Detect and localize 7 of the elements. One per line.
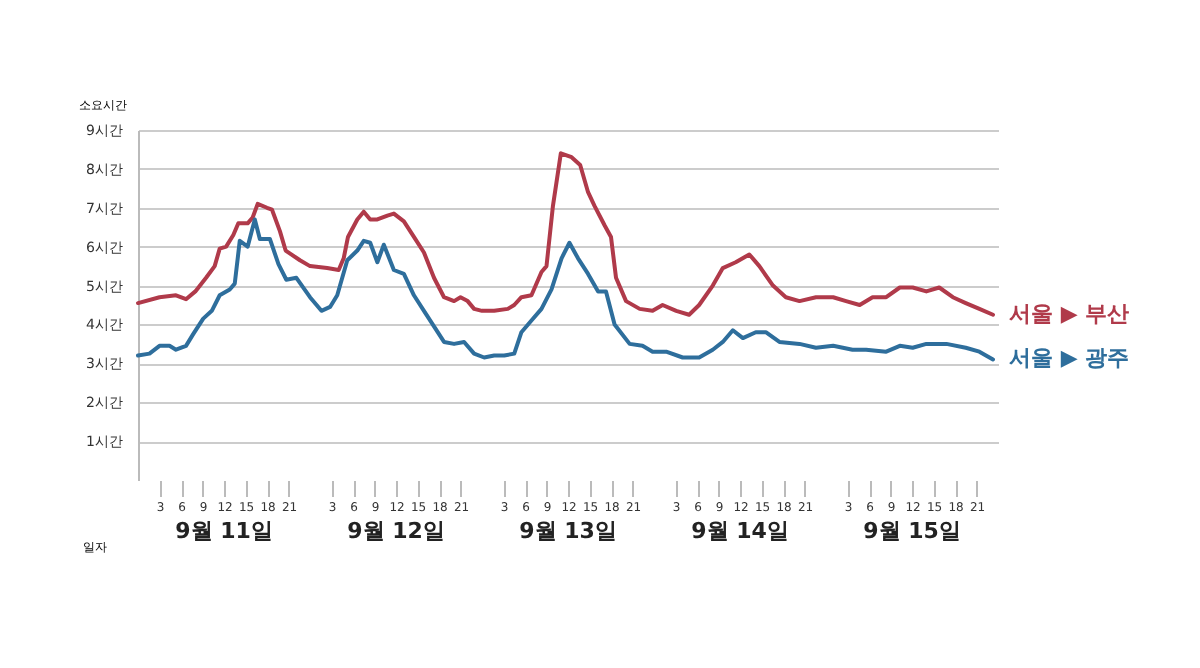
text: 9월 15일 [863,518,961,544]
text: 9월 12일 [347,518,445,544]
text: 9월 11일 [175,518,273,544]
series-label: 서울 ▶ 부산 [1008,300,1130,327]
text: 9월 13일 [519,518,617,544]
series-label: 서울 ▶ 광주 [1008,345,1130,372]
text: 9월 14일 [691,518,789,544]
